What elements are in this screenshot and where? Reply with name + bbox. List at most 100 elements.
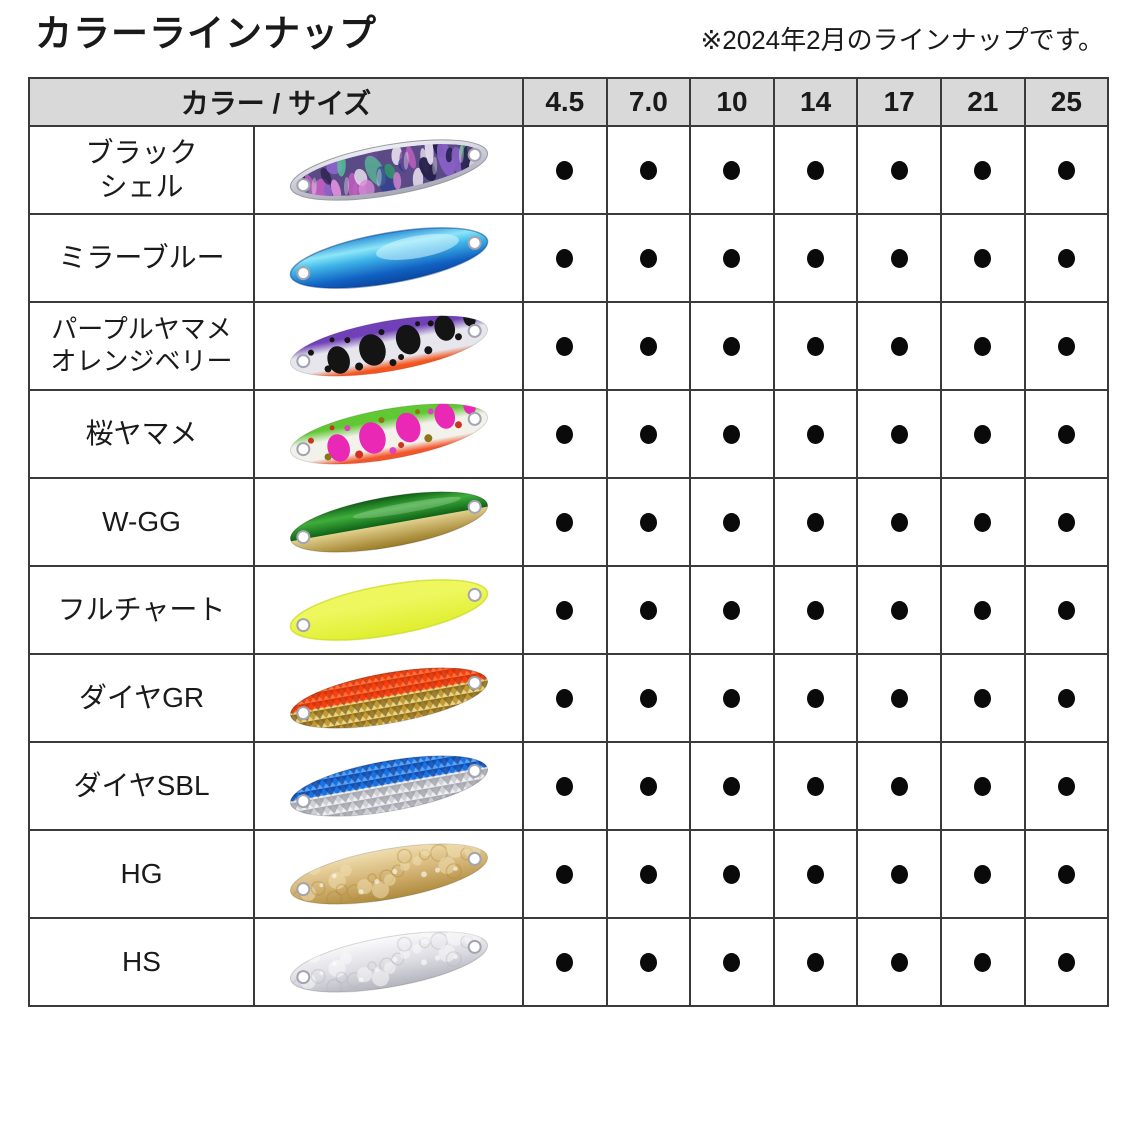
availability-cell-dia-gr-17 bbox=[856, 653, 942, 743]
lure-image-cell-purple-yamame-orange-belly bbox=[253, 301, 524, 391]
header-size-10: 10 bbox=[689, 77, 775, 127]
availability-dot bbox=[639, 600, 657, 620]
lure-image-cell-hg bbox=[253, 829, 524, 919]
availability-dot bbox=[556, 952, 574, 972]
availability-cell-mirror-blue-21 bbox=[939, 213, 1026, 303]
availability-dot bbox=[807, 776, 825, 796]
availability-dot bbox=[556, 160, 574, 180]
availability-cell-full-chart-10 bbox=[689, 565, 775, 655]
availability-dot bbox=[974, 600, 992, 620]
availability-dot bbox=[1057, 424, 1075, 444]
header-size-17: 17 bbox=[856, 77, 942, 127]
availability-dot bbox=[639, 776, 657, 796]
availability-dot bbox=[890, 688, 908, 708]
availability-cell-mirror-blue-4.5 bbox=[522, 213, 608, 303]
table-header-row: カラー / サイズ 4.5 7.0 10 14 17 21 25 bbox=[28, 77, 1110, 127]
availability-dot bbox=[639, 512, 657, 532]
availability-cell-hs-14 bbox=[772, 917, 859, 1007]
color-lineup-table: カラー / サイズ 4.5 7.0 10 14 17 21 25 ブラック シェル ミラーブルー… bbox=[28, 77, 1110, 1007]
availability-dot bbox=[974, 864, 992, 884]
availability-dot bbox=[723, 248, 741, 268]
availability-dot bbox=[556, 688, 574, 708]
page-title: カラーラインナップ bbox=[35, 13, 377, 54]
availability-cell-hg-25 bbox=[1023, 829, 1110, 919]
availability-dot bbox=[890, 160, 908, 180]
availability-dot bbox=[807, 864, 825, 884]
availability-dot bbox=[1057, 160, 1075, 180]
availability-cell-black-shell-10 bbox=[689, 125, 775, 215]
lure-name-full-chart: フルチャート bbox=[28, 565, 255, 655]
availability-cell-full-chart-7.0 bbox=[605, 565, 692, 655]
lure-image-sakura-yamame bbox=[289, 398, 488, 465]
availability-dot bbox=[974, 512, 992, 532]
availability-cell-black-shell-4.5 bbox=[522, 125, 608, 215]
table-row-black-shell: ブラック シェル bbox=[28, 125, 1110, 215]
availability-cell-w-gg-4.5 bbox=[522, 477, 608, 567]
availability-dot bbox=[1057, 864, 1075, 884]
availability-cell-w-gg-21 bbox=[939, 477, 1026, 567]
availability-dot bbox=[890, 600, 908, 620]
availability-dot bbox=[556, 424, 574, 444]
availability-cell-sakura-yamame-10 bbox=[689, 389, 775, 479]
availability-cell-mirror-blue-25 bbox=[1023, 213, 1110, 303]
lure-image-cell-dia-sbl bbox=[253, 741, 524, 831]
availability-cell-hg-14 bbox=[772, 829, 859, 919]
page-note: ※2024年2月のラインナップです。 bbox=[700, 25, 1105, 55]
availability-dot bbox=[974, 952, 992, 972]
lure-image-full-chart bbox=[289, 579, 488, 641]
availability-dot bbox=[723, 512, 741, 532]
availability-cell-w-gg-25 bbox=[1023, 477, 1110, 567]
availability-cell-dia-gr-14 bbox=[772, 653, 859, 743]
lure-name-line: ブラック bbox=[85, 136, 198, 168]
availability-cell-black-shell-7.0 bbox=[605, 125, 692, 215]
availability-cell-w-gg-14 bbox=[772, 477, 859, 567]
lure-image-black-shell bbox=[289, 133, 488, 207]
lure-image-hs bbox=[289, 927, 488, 995]
availability-dot bbox=[807, 952, 825, 972]
lure-image-mirror-blue bbox=[289, 227, 488, 289]
availability-dot bbox=[1057, 688, 1075, 708]
availability-cell-sakura-yamame-25 bbox=[1023, 389, 1110, 479]
table-row-hg: HG bbox=[28, 829, 1110, 919]
availability-cell-full-chart-25 bbox=[1023, 565, 1110, 655]
lure-name-dia-sbl: ダイヤSBL bbox=[28, 741, 255, 831]
lure-name-line: シェル bbox=[99, 171, 184, 202]
availability-cell-hg-4.5 bbox=[522, 829, 608, 919]
availability-cell-full-chart-4.5 bbox=[522, 565, 608, 655]
availability-dot bbox=[556, 776, 574, 796]
table-row-purple-yamame-orange-belly: パープルヤマメ オレンジベリー bbox=[28, 301, 1110, 391]
lure-name-purple-yamame-orange-belly: パープルヤマメ オレンジベリー bbox=[28, 301, 255, 391]
lure-image-dia-gr bbox=[289, 667, 488, 729]
availability-dot bbox=[723, 952, 741, 972]
availability-cell-w-gg-7.0 bbox=[605, 477, 692, 567]
availability-dot bbox=[639, 248, 657, 268]
lure-name-dia-gr: ダイヤGR bbox=[28, 653, 255, 743]
availability-cell-purple-yamame-orange-belly-7.0 bbox=[605, 301, 692, 391]
lure-image-w-gg bbox=[289, 491, 488, 553]
availability-cell-purple-yamame-orange-belly-25 bbox=[1023, 301, 1110, 391]
table-row-full-chart: フルチャート bbox=[28, 565, 1110, 655]
lure-name-line: フルチャート bbox=[57, 593, 226, 625]
header-size-4.5: 4.5 bbox=[522, 77, 608, 127]
availability-cell-dia-sbl-10 bbox=[689, 741, 775, 831]
availability-cell-hs-17 bbox=[856, 917, 942, 1007]
availability-dot bbox=[890, 952, 908, 972]
header-size-14: 14 bbox=[772, 77, 859, 127]
availability-cell-sakura-yamame-4.5 bbox=[522, 389, 608, 479]
availability-dot bbox=[556, 336, 574, 356]
availability-dot bbox=[974, 424, 992, 444]
lure-name-mirror-blue: ミラーブルー bbox=[28, 213, 255, 303]
availability-cell-full-chart-21 bbox=[939, 565, 1026, 655]
lure-name-hg: HG bbox=[28, 829, 255, 919]
availability-dot bbox=[974, 160, 992, 180]
availability-cell-mirror-blue-14 bbox=[772, 213, 859, 303]
lure-name-line: HS bbox=[122, 945, 161, 977]
availability-dot bbox=[974, 336, 992, 356]
availability-cell-full-chart-14 bbox=[772, 565, 859, 655]
availability-dot bbox=[639, 160, 657, 180]
availability-cell-black-shell-21 bbox=[939, 125, 1026, 215]
lure-name-line: オレンジベリー bbox=[50, 346, 233, 376]
lure-image-cell-hs bbox=[253, 917, 524, 1007]
lure-image-cell-black-shell bbox=[253, 125, 524, 215]
availability-dot bbox=[1057, 512, 1075, 532]
